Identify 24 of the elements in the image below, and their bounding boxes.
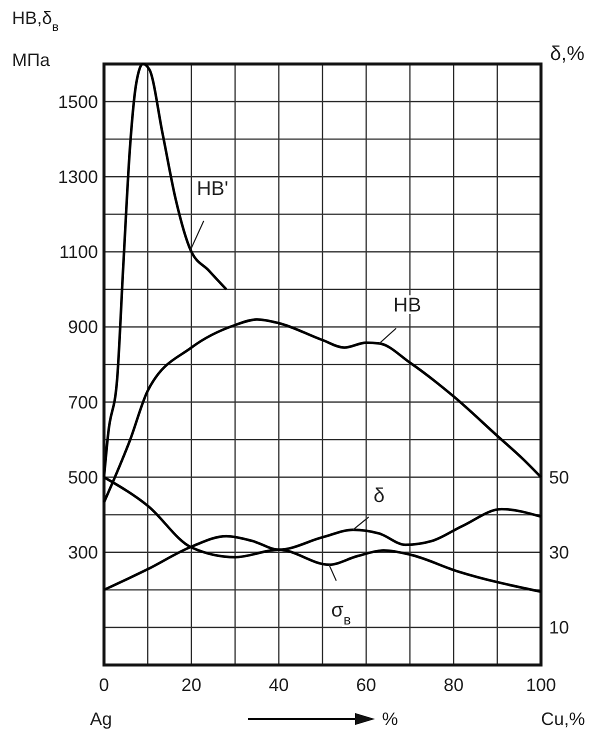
x-tick-label: 0 bbox=[98, 675, 110, 695]
y-tick-label: 900 bbox=[68, 317, 98, 338]
x-tick-label: 20 bbox=[181, 675, 202, 695]
y-tick-label: 500 bbox=[68, 467, 98, 488]
y-tick-label: 1500 bbox=[58, 92, 98, 112]
y-tick-label: 300 bbox=[68, 542, 98, 563]
x-tick-label: 80 bbox=[444, 675, 464, 695]
y2-axis-title: δ,% bbox=[550, 43, 585, 65]
text: Cu,% bbox=[540, 709, 585, 729]
y2-tick-label: 30 bbox=[549, 542, 570, 563]
y-tick-label: 1300 bbox=[58, 166, 98, 187]
x-tick-label: 40 bbox=[268, 675, 289, 695]
series-label: HB' bbox=[196, 178, 228, 200]
text: HB,δ$_{в}$ МПа bbox=[12, 8, 59, 70]
text: Ag bbox=[90, 709, 112, 729]
y2-tick-label: 10 bbox=[549, 618, 570, 638]
x-axis-title: % bbox=[382, 709, 398, 729]
y-tick-label: 700 bbox=[68, 392, 98, 412]
y2-tick-label: 50 bbox=[549, 467, 570, 488]
y-tick-label: 1100 bbox=[59, 242, 98, 262]
x-tick-label: 100 bbox=[526, 675, 556, 695]
series-label: δ bbox=[374, 484, 385, 507]
series-label: σ$_{в}$ bbox=[331, 600, 351, 628]
x-tick-label: 60 bbox=[356, 675, 376, 695]
